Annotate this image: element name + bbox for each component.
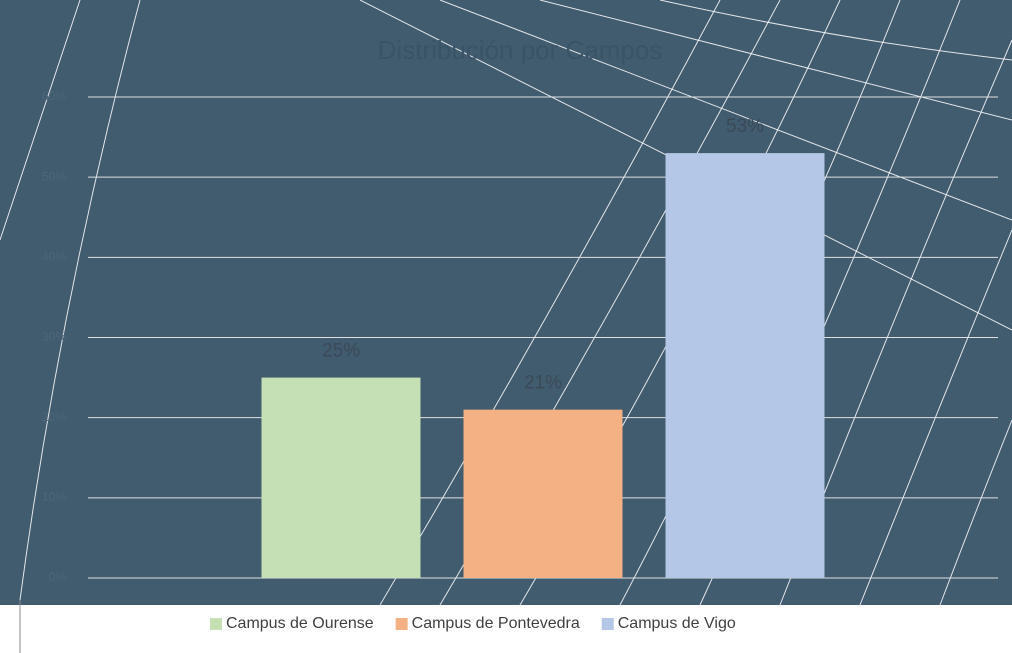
legend-swatch: [395, 618, 408, 630]
y-tick-label: 20%: [42, 410, 66, 424]
y-tick-label: 40%: [42, 250, 66, 264]
legend-label: Campus de Vigo: [618, 615, 736, 632]
bar: [665, 153, 825, 578]
data-label: 53%: [726, 116, 764, 137]
y-tick-label: 60%: [42, 89, 66, 103]
legend-label: Campus de Ourense: [226, 615, 374, 632]
legend-label: Campus de Pontevedra: [412, 615, 580, 632]
legend-swatch: [210, 618, 222, 630]
bar: [463, 409, 623, 578]
data-label: 21%: [524, 373, 562, 394]
chart-title: Distribución por Campos: [378, 35, 663, 65]
y-tick-label: 10%: [42, 490, 66, 504]
bar: [261, 377, 421, 578]
data-label: 25%: [322, 341, 360, 362]
legend-swatch: [601, 618, 614, 630]
y-tick-label: 30%: [42, 330, 66, 344]
y-tick-label: 0%: [49, 570, 67, 584]
y-tick-label: 50%: [42, 169, 66, 183]
